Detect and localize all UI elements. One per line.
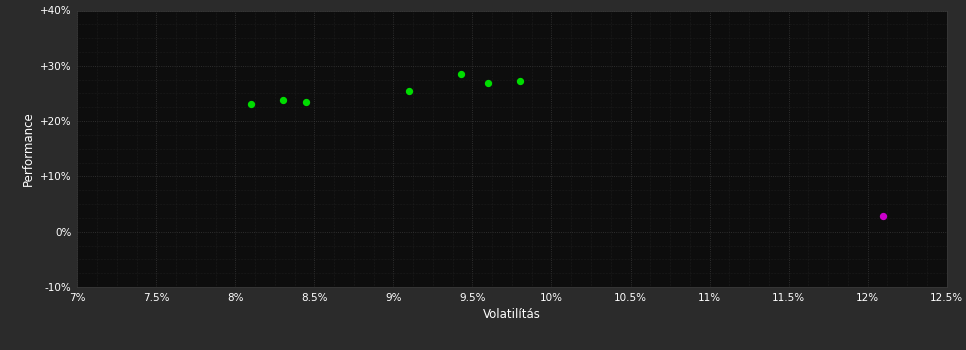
Y-axis label: Performance: Performance — [21, 111, 35, 186]
Point — [876, 214, 892, 219]
Point — [243, 101, 259, 107]
X-axis label: Volatilítás: Volatilítás — [483, 308, 541, 321]
Point — [402, 88, 417, 93]
Point — [275, 97, 291, 103]
Point — [454, 71, 469, 77]
Point — [512, 78, 527, 84]
Point — [480, 81, 496, 86]
Point — [298, 99, 314, 105]
